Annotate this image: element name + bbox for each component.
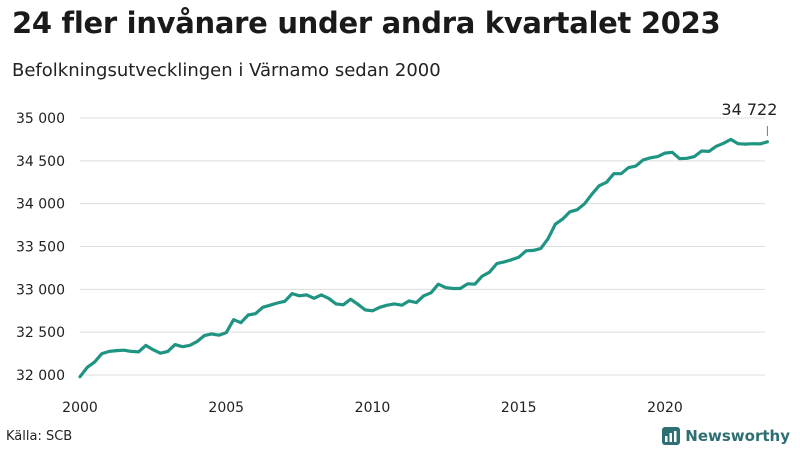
brand-logo[interactable]: Newsworthy	[662, 427, 790, 445]
x-axis-ticks: 2000 2005 2010 2015 2020	[62, 400, 683, 416]
brand-name: Newsworthy	[685, 427, 790, 445]
x-tick-label: 2005	[208, 400, 244, 416]
y-tick-label: 34 000	[16, 197, 65, 213]
series-line	[78, 137, 770, 379]
y-tick-label: 35 000	[16, 111, 65, 127]
y-tick-label: 32 000	[16, 368, 65, 384]
series-line-layer	[78, 137, 770, 379]
grid-lines	[80, 117, 765, 376]
y-axis-ticks: 32 000 32 500 33 000 33 500 34 000 34 500 35 0…	[16, 111, 65, 384]
chart-title: 24 fler invånare under andra kvartalet 2…	[12, 6, 721, 40]
x-tick-label: 2010	[355, 400, 391, 416]
last-value-annotation: 34 722	[721, 100, 777, 136]
source-label: Källa: SCB	[6, 429, 73, 444]
x-tick-label: 2020	[647, 400, 683, 416]
chart-subtitle: Befolkningsutvecklingen i Värnamo sedan …	[12, 60, 441, 81]
y-tick-label: 33 000	[16, 282, 65, 298]
y-tick-label: 34 500	[16, 154, 65, 170]
y-tick-label: 33 500	[16, 240, 65, 256]
bar-chart-logo-icon	[662, 427, 681, 445]
x-tick-label: 2015	[501, 400, 537, 416]
y-tick-label: 32 500	[16, 325, 65, 341]
x-tick-label: 2000	[62, 400, 98, 416]
last-value-label: 34 722	[721, 100, 777, 119]
